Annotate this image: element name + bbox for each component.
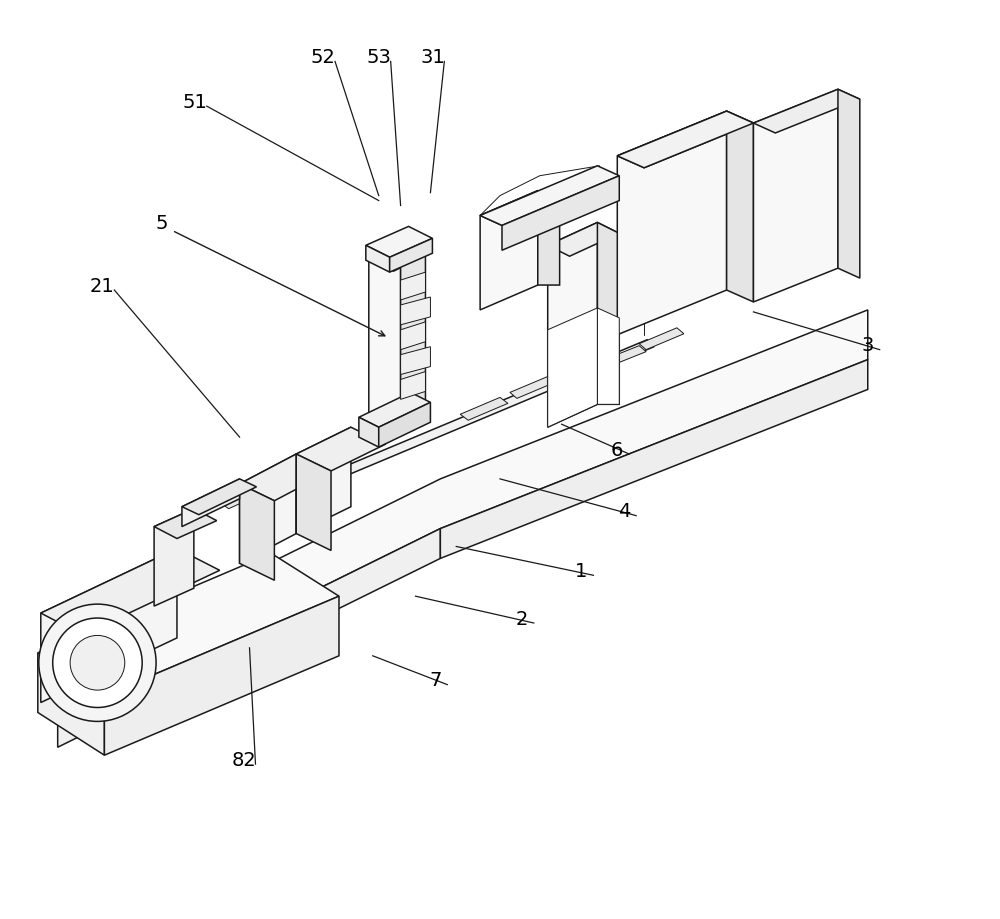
Text: 7: 7	[429, 671, 442, 689]
Polygon shape	[597, 309, 619, 405]
Polygon shape	[41, 549, 220, 635]
Polygon shape	[597, 223, 619, 405]
Polygon shape	[296, 427, 351, 534]
Polygon shape	[401, 273, 425, 301]
Polygon shape	[369, 243, 425, 272]
Text: 1: 1	[575, 562, 588, 580]
Polygon shape	[291, 489, 298, 509]
Polygon shape	[401, 372, 425, 400]
Polygon shape	[296, 455, 331, 550]
Text: 82: 82	[231, 750, 256, 769]
Polygon shape	[41, 549, 177, 703]
Polygon shape	[838, 90, 860, 278]
Polygon shape	[401, 323, 425, 350]
Polygon shape	[502, 176, 619, 251]
Polygon shape	[510, 377, 555, 399]
Polygon shape	[753, 90, 860, 134]
Polygon shape	[480, 166, 619, 226]
Polygon shape	[58, 529, 440, 747]
Polygon shape	[401, 243, 425, 420]
Text: 4: 4	[618, 502, 630, 521]
Polygon shape	[401, 298, 430, 325]
Text: 21: 21	[90, 277, 115, 295]
Polygon shape	[548, 223, 597, 427]
Ellipse shape	[39, 605, 156, 721]
Polygon shape	[104, 596, 339, 755]
Polygon shape	[379, 403, 430, 448]
Polygon shape	[38, 653, 104, 755]
Polygon shape	[167, 514, 207, 534]
Polygon shape	[599, 346, 646, 369]
Polygon shape	[58, 311, 868, 718]
Polygon shape	[727, 112, 753, 302]
Polygon shape	[639, 328, 684, 350]
Polygon shape	[240, 455, 296, 563]
Text: 51: 51	[182, 93, 207, 111]
Text: 52: 52	[311, 48, 336, 67]
Polygon shape	[182, 480, 256, 516]
Polygon shape	[369, 243, 401, 436]
Polygon shape	[480, 191, 538, 311]
Polygon shape	[296, 427, 386, 471]
Text: 53: 53	[366, 48, 391, 67]
Polygon shape	[617, 112, 727, 335]
Text: 6: 6	[611, 440, 623, 460]
Polygon shape	[440, 360, 868, 559]
Polygon shape	[401, 347, 430, 375]
Polygon shape	[38, 554, 339, 696]
Polygon shape	[480, 191, 560, 226]
Polygon shape	[390, 239, 432, 273]
Text: 5: 5	[156, 214, 168, 233]
Polygon shape	[366, 227, 432, 258]
Polygon shape	[460, 398, 508, 421]
Polygon shape	[617, 112, 753, 168]
Polygon shape	[538, 191, 560, 286]
Polygon shape	[182, 480, 240, 527]
Polygon shape	[154, 509, 217, 539]
Polygon shape	[240, 455, 331, 501]
Polygon shape	[753, 90, 838, 302]
Polygon shape	[222, 489, 261, 509]
Ellipse shape	[70, 636, 125, 690]
Ellipse shape	[53, 618, 142, 708]
Polygon shape	[154, 509, 194, 607]
Polygon shape	[359, 418, 379, 448]
Text: 31: 31	[420, 48, 445, 67]
Polygon shape	[240, 484, 274, 581]
Text: 2: 2	[516, 609, 528, 628]
Polygon shape	[617, 112, 753, 168]
Polygon shape	[366, 246, 390, 273]
Text: 3: 3	[862, 335, 874, 355]
Polygon shape	[548, 223, 619, 257]
Polygon shape	[548, 309, 597, 427]
Polygon shape	[291, 340, 654, 496]
Polygon shape	[359, 393, 430, 427]
